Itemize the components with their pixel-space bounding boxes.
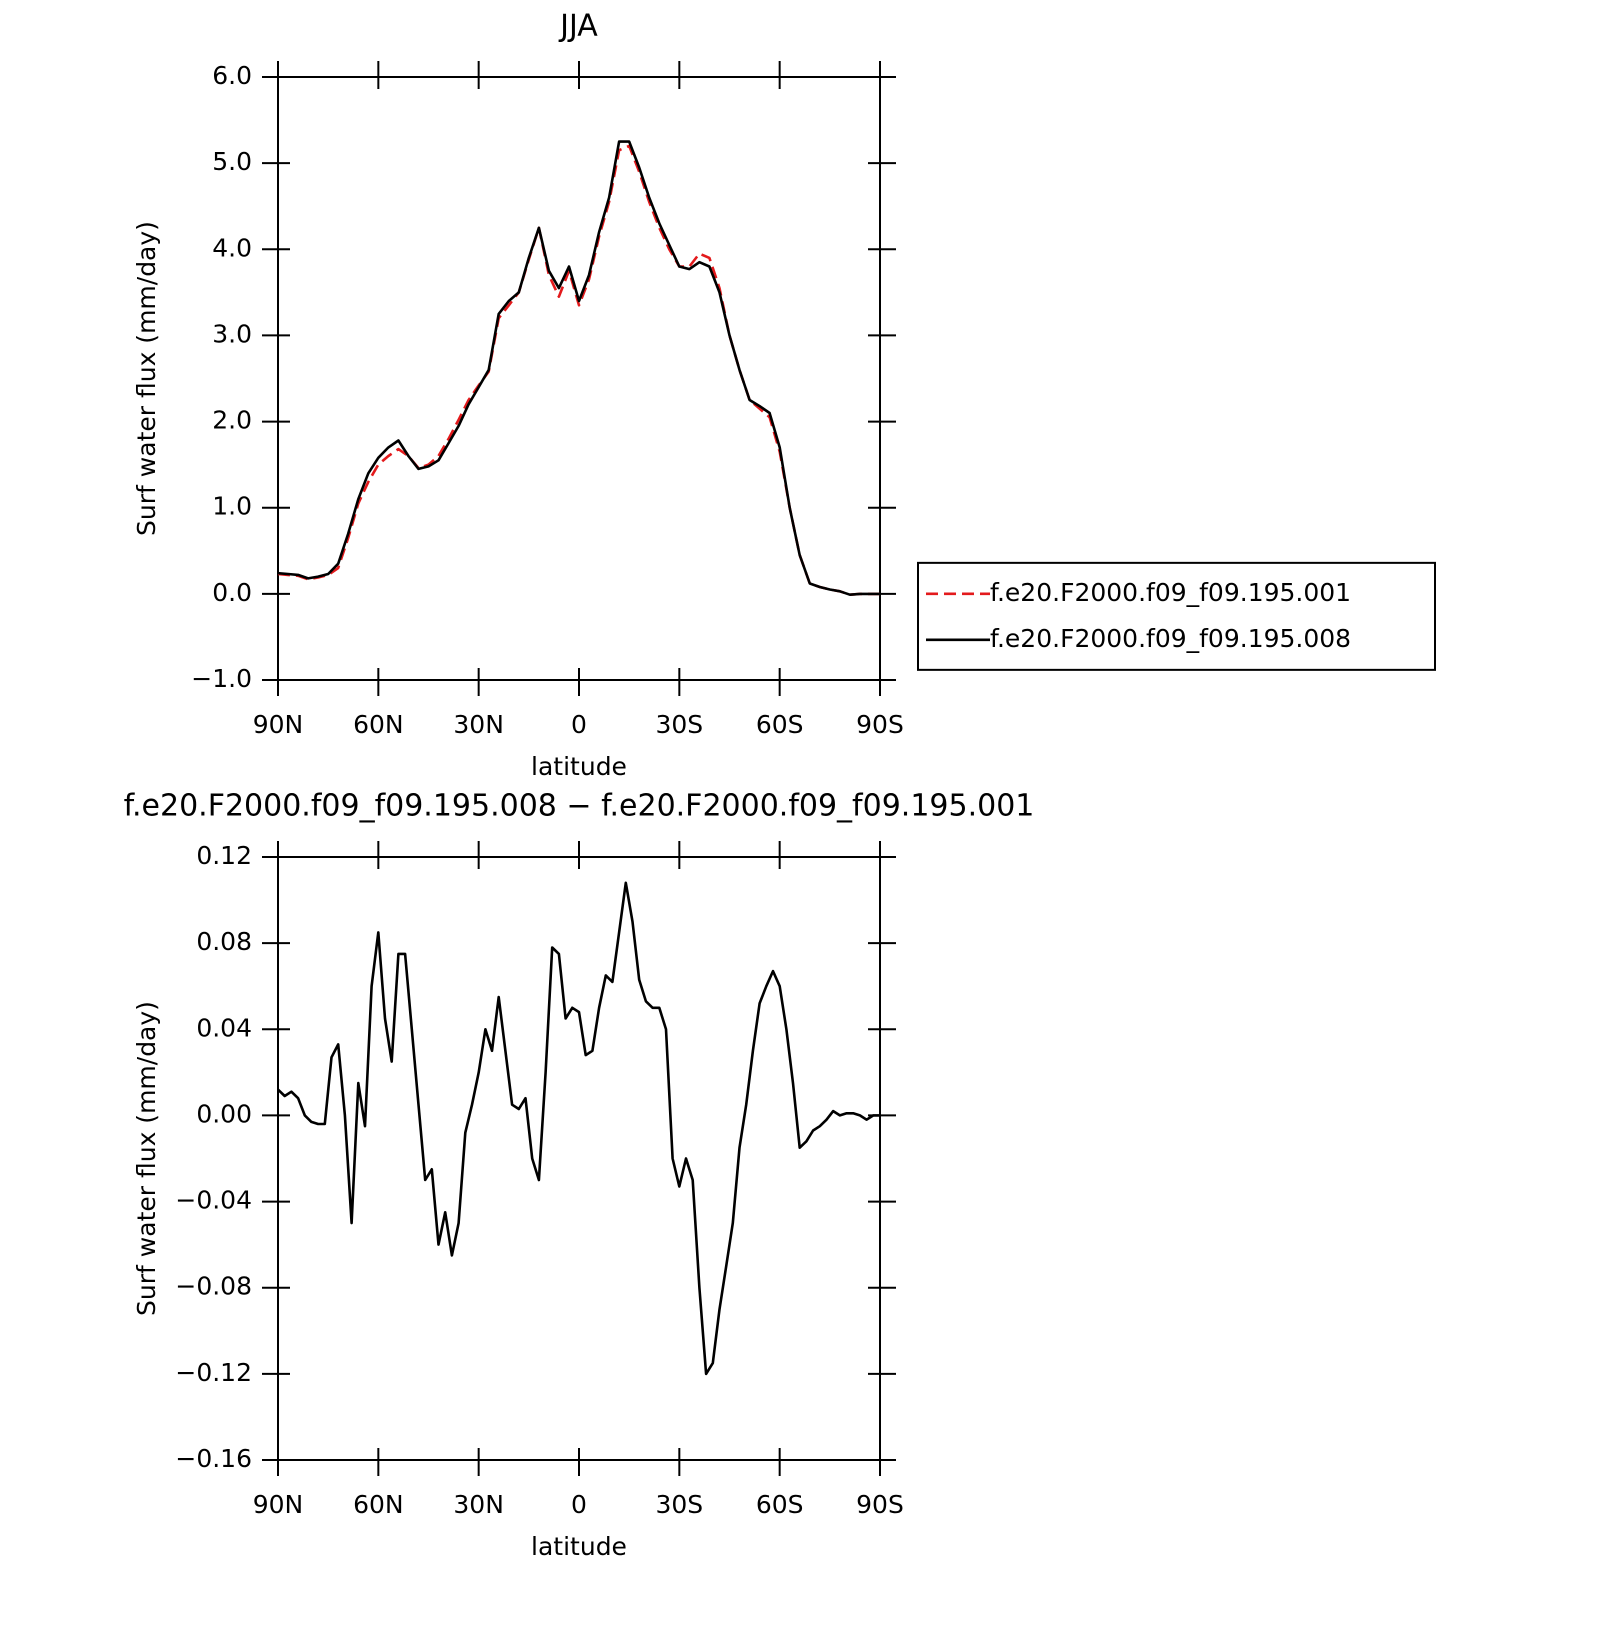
x-tick-label: 90N [253,710,304,739]
data-line [277,144,880,596]
x-tick-label: 0 [571,710,587,739]
y-tick-label: −1.0 [191,664,252,693]
y-tick-label: −0.08 [175,1272,252,1301]
x-tick-label: 30N [453,710,504,739]
y-tick-label: −0.04 [175,1186,252,1215]
data-line [277,140,880,596]
y-tick-label: 0.08 [196,927,252,956]
y-tick-label: 2.0 [212,406,252,435]
chart-title: JJA [558,9,598,44]
y-tick-label: 0.04 [196,1013,252,1042]
y-tick-label: 5.0 [212,147,252,176]
x-tick-label: 30S [655,710,703,739]
chart-title: f.e20.F2000.f09_f09.195.008 − f.e20.F200… [124,789,1035,824]
x-axis-label: latitude [531,752,627,781]
plot-frame [277,76,881,681]
y-tick-label: 3.0 [212,319,252,348]
y-tick-label: 4.0 [212,233,252,262]
y-tick-label: 0.0 [212,578,252,607]
x-tick-label: 0 [571,1490,587,1519]
legend-box [917,561,1436,671]
legend-label: f.e20.F2000.f09_f09.195.001 [990,578,1351,607]
y-tick-label: −0.12 [175,1358,252,1387]
y-tick-label: 6.0 [212,61,252,90]
y-tick-label: 0.12 [196,841,252,870]
x-tick-label: 60S [756,1490,804,1519]
y-axis-label: Surf water flux (mm/day) [132,221,161,536]
y-axis-label: Surf water flux (mm/day) [132,1001,161,1316]
plot-frame [277,856,881,1461]
x-tick-label: 60S [756,710,804,739]
x-tick-label: 30S [655,1490,703,1519]
x-tick-label: 60N [353,710,404,739]
x-tick-label: 60N [353,1490,404,1519]
y-tick-label: 1.0 [212,492,252,521]
y-tick-label: 0.00 [196,1099,252,1128]
x-axis-label: latitude [531,1532,627,1561]
x-tick-label: 90S [856,710,904,739]
y-tick-label: −0.16 [175,1444,252,1473]
data-line [277,881,880,1376]
legend-label: f.e20.F2000.f09_f09.195.008 [990,624,1351,653]
x-tick-label: 30N [453,1490,504,1519]
x-tick-label: 90N [253,1490,304,1519]
x-tick-label: 90S [856,1490,904,1519]
